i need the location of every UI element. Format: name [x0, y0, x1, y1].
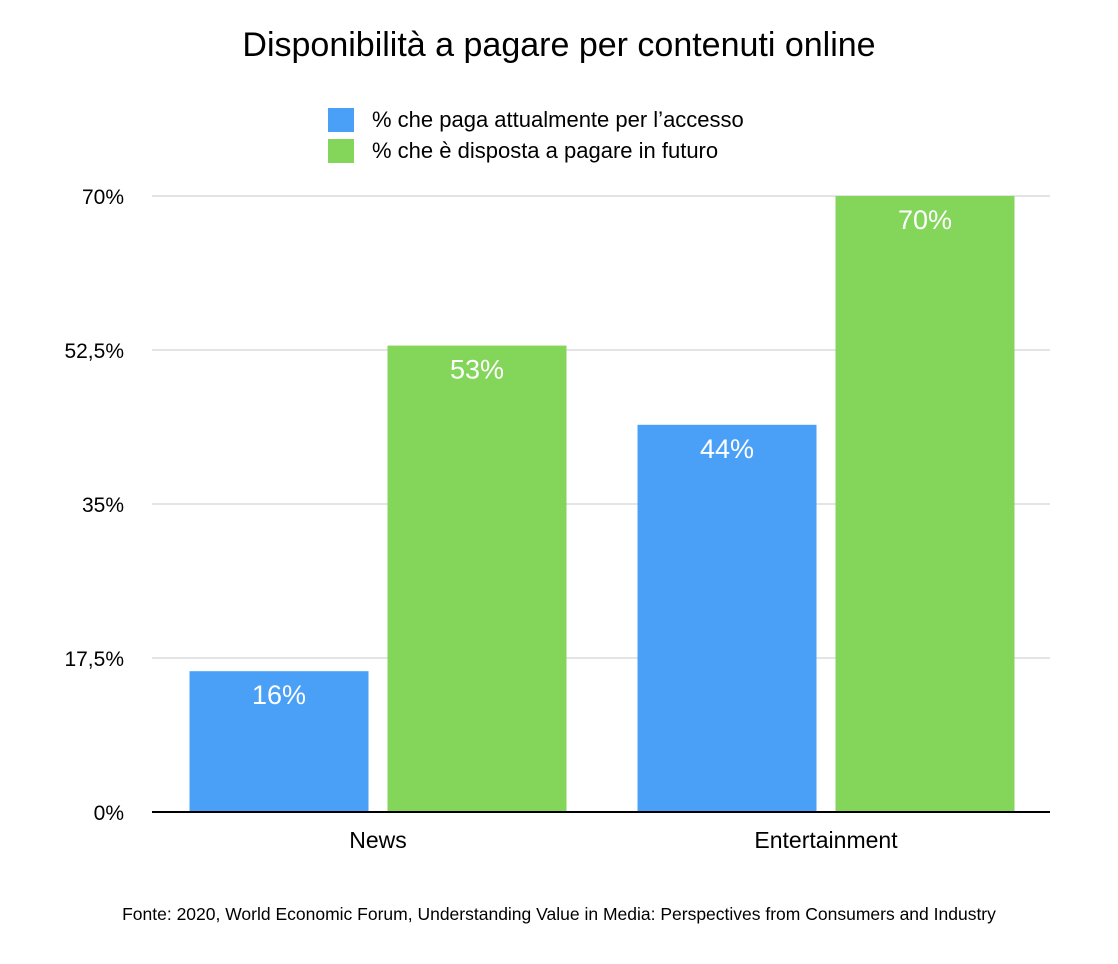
- data-label: 16%: [252, 680, 306, 710]
- x-category-label: Entertainment: [754, 827, 898, 853]
- source-note: Fonte: 2020, World Economic Forum, Under…: [122, 904, 996, 924]
- legend-label-current: % che paga attualmente per l’accesso: [372, 106, 744, 132]
- legend-entry-future: % che è disposta a pagare in futuro: [328, 135, 744, 166]
- y-tick-label: 0%: [94, 802, 124, 825]
- legend-label-future: % che è disposta a pagare in futuro: [372, 137, 719, 163]
- data-label: 53%: [450, 355, 504, 385]
- bar: [835, 196, 1015, 812]
- y-tick-label: 17,5%: [64, 648, 124, 671]
- bar: [387, 345, 567, 812]
- y-tick-label: 35%: [82, 494, 124, 517]
- x-category-label: News: [349, 827, 407, 853]
- data-label: 70%: [898, 205, 952, 235]
- data-label: 44%: [700, 434, 754, 464]
- bar: [637, 424, 817, 812]
- y-tick-label: 70%: [82, 186, 124, 209]
- legend-swatch-current: [328, 107, 354, 132]
- legend-swatch-future: [328, 138, 354, 163]
- legend-entry-current: % che paga attualmente per l’accesso: [328, 104, 744, 135]
- y-tick-label: 52,5%: [64, 340, 124, 363]
- legend: % che paga attualmente per l’accesso % c…: [328, 104, 744, 166]
- chart-title: Disponibilità a pagare per contenuti onl…: [242, 26, 876, 64]
- bar: [189, 671, 369, 812]
